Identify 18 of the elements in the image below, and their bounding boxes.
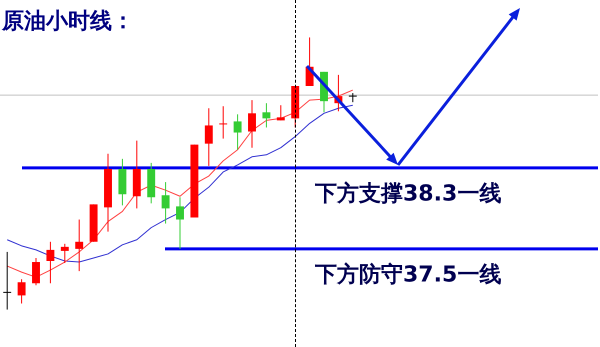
ref-line-label: 下方支撑38.3一线 bbox=[314, 180, 502, 207]
candlestick bbox=[60, 243, 69, 264]
ref-line-label: 下方防守37.5一线 bbox=[314, 262, 502, 288]
candlestick bbox=[32, 257, 40, 286]
candlestick bbox=[18, 278, 26, 304]
candlestick bbox=[46, 241, 54, 284]
candlestick bbox=[276, 104, 285, 121]
candlestick bbox=[262, 102, 270, 128]
candlestick bbox=[204, 108, 213, 166]
candlestick bbox=[248, 100, 256, 148]
chart-title: 原油小时线： bbox=[2, 8, 134, 36]
candlestick bbox=[176, 196, 184, 250]
candlestick bbox=[348, 92, 358, 103]
candlestick bbox=[75, 219, 84, 272]
candlestick bbox=[234, 114, 242, 150]
candlestick bbox=[2, 251, 12, 310]
candlestick bbox=[219, 106, 228, 140]
candlestick bbox=[162, 182, 170, 224]
